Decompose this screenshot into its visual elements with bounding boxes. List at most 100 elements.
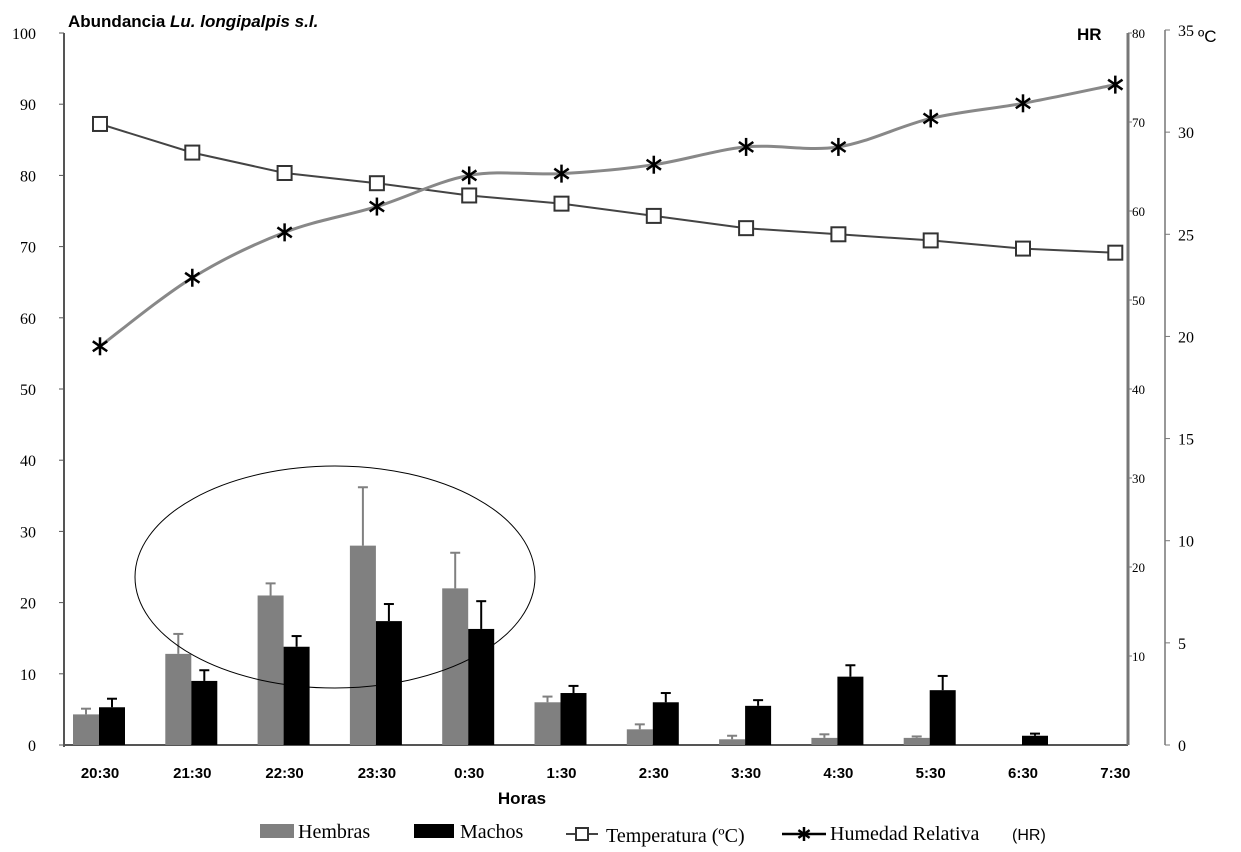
hr-marker xyxy=(922,109,939,128)
x-tick-label: 6:30 xyxy=(1008,765,1038,782)
legend-hr-label: Humedad Relativa xyxy=(830,823,980,845)
legend-hr-suffix: (HR) xyxy=(1012,827,1046,844)
hr-marker xyxy=(797,827,811,841)
hr-marker xyxy=(738,137,755,156)
left-axis-tick-label: 20 xyxy=(20,596,36,613)
temperature-line xyxy=(99,123,1116,254)
bar-machos xyxy=(745,705,772,745)
x-tick-label: 4:30 xyxy=(823,765,853,782)
temperature-marker xyxy=(830,226,847,243)
hr-marker xyxy=(461,166,478,185)
temperature-marker xyxy=(553,195,570,212)
temperature-marker xyxy=(368,175,385,192)
highlight-ellipse xyxy=(134,465,536,689)
bar-machos xyxy=(929,690,956,745)
temp-axis-tick-label: 30 xyxy=(1178,125,1194,142)
hr-axis-tick-label: 40 xyxy=(1132,382,1145,397)
legend-temp-marker xyxy=(575,827,589,841)
x-tick-label: 20:30 xyxy=(81,765,119,782)
hr-y-axis: 10 20 30 40 50 60 70 80 xyxy=(1126,26,1145,745)
x-axis-title: Horas xyxy=(498,789,546,808)
temp-axis-tick-label: 20 xyxy=(1178,329,1194,346)
hr-marker xyxy=(368,197,385,216)
bar-hembras xyxy=(811,737,838,745)
x-tick-label: 7:30 xyxy=(1100,765,1130,782)
temp-axis-tick-label: 0 xyxy=(1178,738,1186,755)
bar-machos xyxy=(283,646,310,745)
hr-marker xyxy=(276,223,293,242)
temp-axis-tick-label: 15 xyxy=(1178,432,1194,449)
chart-title: Abundancia Lu. longipalpis s.l. xyxy=(68,12,318,31)
hr-line xyxy=(99,83,1116,348)
bar-hembras xyxy=(903,737,930,745)
bar-machos xyxy=(375,621,402,745)
temp-axis-tick-label: 5 xyxy=(1178,636,1186,653)
bar-machos xyxy=(99,707,125,745)
bar-machos xyxy=(837,676,864,745)
hr-marker xyxy=(553,164,570,183)
left-axis-tick-label: 40 xyxy=(20,453,36,470)
x-tick-label: 1:30 xyxy=(546,765,576,782)
bar-hembras xyxy=(626,729,653,745)
x-tick-label: 3:30 xyxy=(731,765,761,782)
left-axis-tick-label: 70 xyxy=(20,240,36,257)
left-y-axis: 0 10 20 30 40 50 60 70 80 90 100 xyxy=(12,26,1128,755)
hr-axis-tick-label: 10 xyxy=(1132,649,1145,664)
x-tick-label: 22:30 xyxy=(265,765,303,782)
hr-marker xyxy=(830,137,847,156)
bars xyxy=(73,486,1048,745)
hr-marker xyxy=(1107,75,1124,94)
left-axis-tick-label: 0 xyxy=(28,738,36,755)
x-tick-label: 21:30 xyxy=(173,765,211,782)
temperature-marker xyxy=(645,207,662,224)
chart-title-prefix: Abundancia xyxy=(68,12,170,31)
temp-axis-tick-label: 35 xyxy=(1178,23,1194,40)
hr-marker xyxy=(184,268,201,287)
temperature-marker xyxy=(461,187,478,204)
x-tick-label: 5:30 xyxy=(916,765,946,782)
legend-machos-label: Machos xyxy=(460,821,524,843)
hr-axis-tick-label: 20 xyxy=(1132,560,1145,575)
temperature-marker xyxy=(1107,244,1124,261)
bar-hembras xyxy=(349,545,376,745)
bar-machos xyxy=(468,628,495,745)
temperature-marker xyxy=(1015,240,1031,257)
temp-y-axis: 0 5 10 15 20 25 30 35 xyxy=(1164,23,1194,755)
left-axis-tick-label: 50 xyxy=(20,382,36,399)
x-tick-label: 0:30 xyxy=(454,765,484,782)
bar-hembras xyxy=(534,702,561,745)
legend: Hembras Machos Temperatura (ºC) Humedad Rel… xyxy=(260,821,1046,847)
hr-axis-tick-label: 60 xyxy=(1132,204,1145,219)
temperature-marker xyxy=(276,165,293,181)
x-tick-label: 2:30 xyxy=(639,765,669,782)
left-axis-tick-label: 90 xyxy=(20,97,36,114)
legend-temp-label: Temperatura (ºC) xyxy=(606,825,745,847)
hr-axis-tick-label: 50 xyxy=(1132,293,1145,308)
chart-title-species: Lu. longipalpis s.l. xyxy=(170,12,318,31)
bar-machos xyxy=(652,702,679,745)
temp-axis-unit: ºC xyxy=(1198,27,1217,46)
hr-marker xyxy=(645,155,662,174)
temperature-marker xyxy=(92,115,108,132)
legend-machos-swatch xyxy=(414,824,454,838)
hr-axis-tick-label: 80 xyxy=(1132,26,1145,41)
left-axis-tick-label: 80 xyxy=(20,168,36,185)
hr-marker xyxy=(1015,94,1031,113)
hr-axis-title: HR xyxy=(1077,25,1102,44)
left-axis-tick-label: 100 xyxy=(12,26,36,43)
left-axis-tick-label: 30 xyxy=(20,524,36,541)
bar-hembras xyxy=(442,588,469,745)
bar-hembras xyxy=(719,739,746,745)
bar-machos xyxy=(191,680,218,745)
bar-machos xyxy=(560,693,587,745)
temperature-marker xyxy=(738,220,755,237)
left-axis-tick-label: 10 xyxy=(20,667,36,684)
bar-hembras xyxy=(257,595,284,745)
lines xyxy=(92,75,1124,356)
temp-axis-tick-label: 10 xyxy=(1178,534,1194,551)
left-axis-tick-label: 60 xyxy=(20,311,36,328)
temperature-marker xyxy=(184,144,201,161)
bar-machos xyxy=(1022,735,1048,745)
temp-axis-tick-label: 25 xyxy=(1178,227,1194,244)
